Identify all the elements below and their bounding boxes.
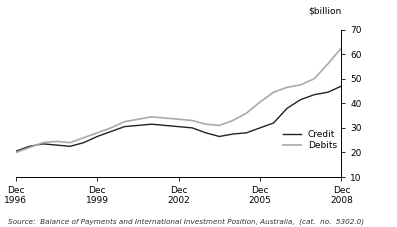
Credit (54, 144, 59, 146)
Debits (108, 126, 113, 129)
Line: Debits: Debits (16, 48, 341, 153)
Text: $billion: $billion (308, 7, 341, 16)
Debits (68, 141, 73, 144)
Debits (271, 91, 276, 94)
Credit (176, 125, 181, 128)
Credit (149, 123, 154, 126)
Credit (190, 126, 195, 129)
Credit (27, 145, 32, 148)
Credit (299, 98, 303, 101)
Debits (149, 116, 154, 118)
Credit (312, 93, 317, 96)
Debits (163, 117, 168, 119)
Credit (217, 135, 222, 138)
Credit (108, 130, 113, 133)
Debits (95, 131, 100, 134)
Credit (258, 126, 262, 129)
Credit (231, 133, 235, 135)
Credit (40, 143, 45, 145)
Debits (244, 112, 249, 114)
Debits (312, 77, 317, 80)
Debits (54, 140, 59, 143)
Credit (68, 145, 73, 148)
Debits (299, 84, 303, 86)
Text: Source:  Balance of Payments and International Investment Position, Australia,  : Source: Balance of Payments and Internat… (8, 218, 364, 225)
Credit (271, 122, 276, 124)
Debits (27, 146, 32, 149)
Debits (231, 119, 235, 122)
Debits (190, 119, 195, 122)
Debits (13, 151, 18, 154)
Credit (339, 85, 344, 87)
Credit (326, 91, 330, 94)
Credit (122, 125, 127, 128)
Debits (203, 123, 208, 126)
Credit (244, 131, 249, 134)
Credit (95, 135, 100, 138)
Credit (81, 141, 86, 144)
Debits (326, 63, 330, 65)
Credit (163, 124, 168, 127)
Credit (285, 107, 289, 110)
Credit (136, 124, 141, 127)
Debits (136, 118, 141, 121)
Legend: Credit, Debits: Credit, Debits (283, 130, 337, 151)
Debits (81, 136, 86, 139)
Debits (217, 124, 222, 127)
Debits (339, 47, 344, 49)
Debits (122, 120, 127, 123)
Line: Credit: Credit (16, 86, 341, 151)
Debits (40, 141, 45, 144)
Credit (13, 150, 18, 153)
Debits (176, 118, 181, 121)
Credit (203, 131, 208, 134)
Debits (258, 101, 262, 104)
Debits (285, 86, 289, 89)
